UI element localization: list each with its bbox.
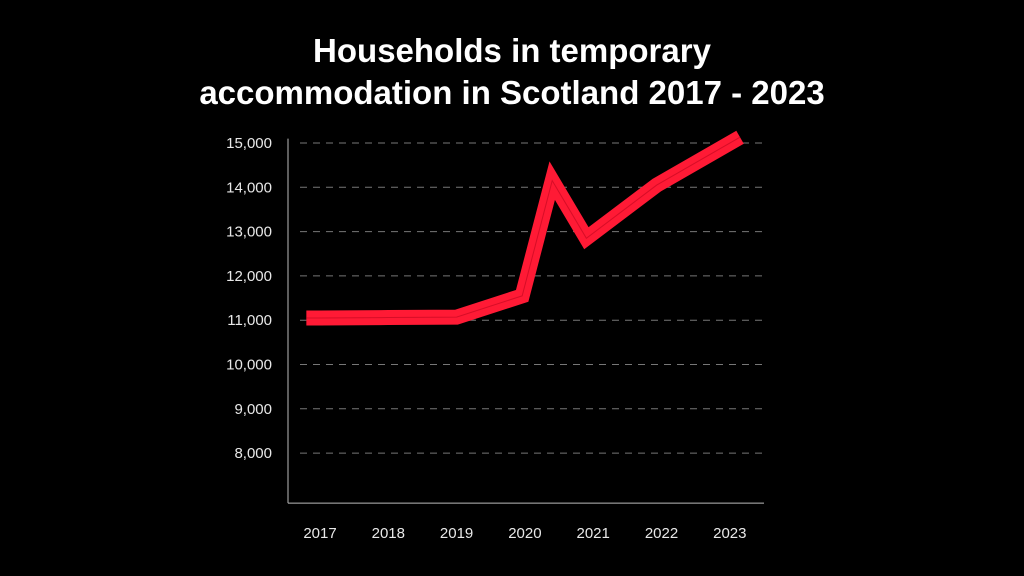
y-tick-label: 12,000 <box>226 268 272 285</box>
x-tick-label: 2019 <box>440 525 473 542</box>
x-tick-label: 2017 <box>303 525 336 542</box>
x-tick-label: 2020 <box>508 525 541 542</box>
title-line-2: accommodation in Scotland 2017 - 2023 <box>199 74 825 111</box>
y-tick-label: 13,000 <box>226 224 272 241</box>
x-tick-label: 2022 <box>645 525 678 542</box>
y-tick-label: 14,000 <box>226 179 272 196</box>
y-tick-label: 8,000 <box>234 445 272 462</box>
y-tick-label: 11,000 <box>227 312 272 329</box>
chart-title: Households in temporary accommodation in … <box>0 30 1024 114</box>
title-line-1: Households in temporary <box>313 32 711 69</box>
y-tick-label: 9,000 <box>234 401 272 418</box>
y-tick-label: 10,000 <box>226 357 272 374</box>
series-line-texture <box>306 136 741 319</box>
x-tick-label: 2023 <box>713 525 746 542</box>
x-tick-label: 2021 <box>577 525 610 542</box>
x-tick-label: 2018 <box>372 525 405 542</box>
y-tick-label: 15,000 <box>226 135 272 152</box>
